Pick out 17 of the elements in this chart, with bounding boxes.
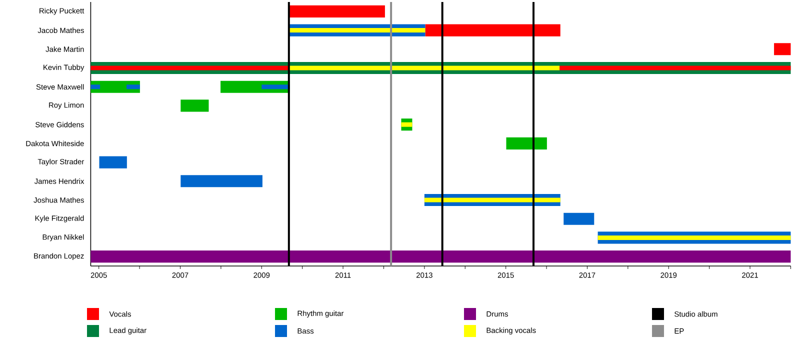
bar — [126, 84, 140, 90]
bar — [180, 100, 209, 112]
bar — [598, 235, 791, 240]
bar — [99, 156, 127, 168]
bar — [288, 66, 560, 70]
bar — [90, 250, 791, 263]
bar — [774, 43, 791, 56]
bar — [401, 122, 412, 127]
bar — [560, 66, 791, 70]
bar — [288, 28, 426, 33]
bar — [425, 24, 560, 36]
bar — [564, 212, 594, 225]
bar — [506, 137, 547, 150]
bar — [424, 198, 560, 202]
bar — [180, 175, 262, 188]
bar — [288, 5, 385, 18]
bar — [262, 84, 290, 90]
